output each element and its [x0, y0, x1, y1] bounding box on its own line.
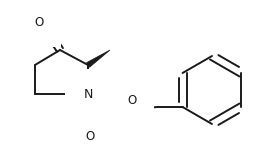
Polygon shape: [87, 50, 110, 67]
Text: O: O: [127, 94, 137, 108]
Text: O: O: [85, 131, 95, 144]
Text: N: N: [83, 87, 93, 100]
Text: O: O: [34, 17, 44, 29]
